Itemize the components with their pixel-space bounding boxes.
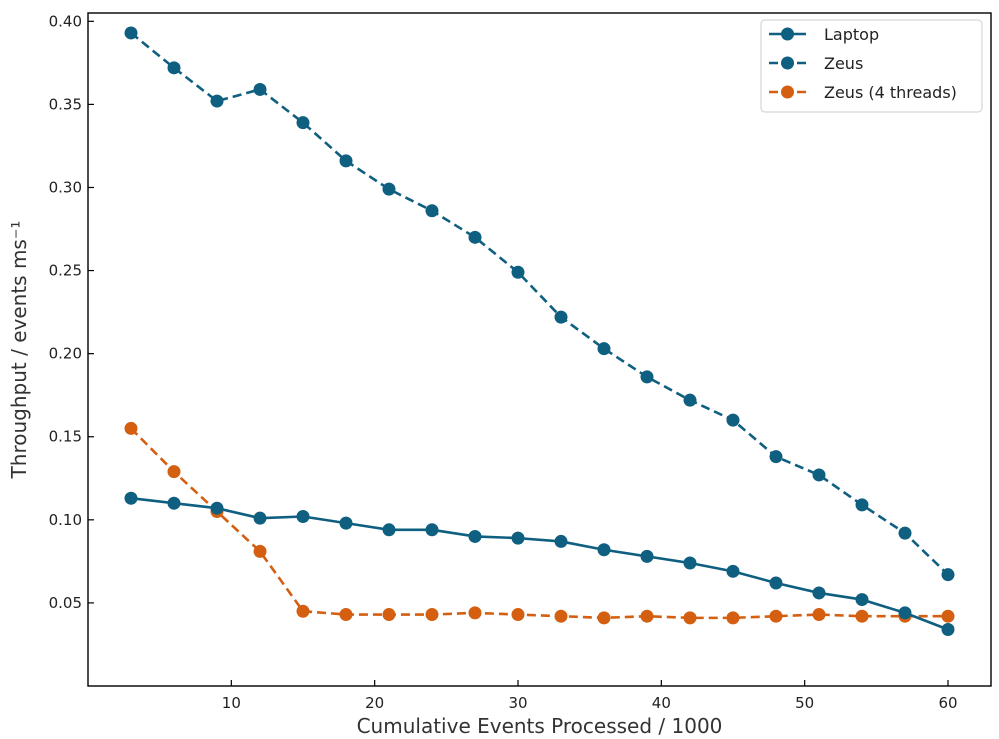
data-point-laptop	[210, 501, 224, 515]
data-point-zeus-4-threads	[941, 609, 955, 623]
y-tick-label: 0.35	[49, 95, 82, 113]
data-point-zeus	[296, 116, 310, 130]
legend-entry-laptop: Laptop	[769, 25, 879, 44]
data-point-zeus	[339, 154, 353, 168]
x-tick-label: 30	[508, 694, 527, 712]
data-point-zeus-4-threads	[597, 611, 611, 625]
legend-marker-zeus	[781, 56, 794, 70]
y-tick-label: 0.20	[49, 345, 82, 363]
data-point-laptop	[468, 529, 482, 543]
data-point-zeus	[124, 26, 138, 40]
data-point-laptop	[253, 511, 267, 525]
data-point-zeus	[812, 468, 826, 482]
data-point-zeus	[253, 82, 267, 96]
data-point-zeus-4-threads	[253, 544, 267, 558]
data-point-zeus	[769, 450, 783, 464]
data-point-zeus-4-threads	[511, 608, 525, 622]
x-tick-label: 10	[222, 694, 241, 712]
data-point-zeus-4-threads	[554, 609, 568, 623]
data-point-zeus	[468, 230, 482, 244]
legend: Laptop Zeus Zeus (4 threads)	[760, 19, 983, 113]
series-zeus	[124, 26, 955, 582]
data-point-laptop	[855, 593, 869, 607]
legend-entry-zeus-4-threads: Zeus (4 threads)	[769, 83, 957, 102]
data-point-laptop	[382, 523, 396, 537]
data-point-zeus-4-threads	[167, 465, 181, 479]
data-point-zeus	[167, 61, 181, 75]
y-tick-label: 0.10	[49, 511, 82, 529]
x-axis-ticks: 10 20 30 40 50 60	[222, 680, 958, 712]
legend-marker-zeus-4-threads	[781, 85, 794, 99]
data-point-zeus-4-threads	[812, 608, 826, 622]
x-tick-label: 20	[365, 694, 384, 712]
data-point-zeus	[941, 568, 955, 582]
x-tick-label: 60	[938, 694, 957, 712]
data-point-zeus	[425, 204, 439, 218]
data-point-laptop	[941, 623, 955, 637]
data-point-laptop	[124, 491, 138, 505]
data-point-zeus	[640, 370, 654, 384]
legend-label-laptop: Laptop	[824, 25, 879, 44]
y-tick-label: 0.30	[49, 178, 82, 196]
data-point-zeus-4-threads	[726, 611, 740, 625]
x-tick-label: 50	[795, 694, 814, 712]
data-point-zeus	[554, 310, 568, 324]
legend-label-zeus-4-threads: Zeus (4 threads)	[824, 83, 957, 102]
data-point-zeus	[855, 498, 869, 512]
data-point-zeus	[210, 94, 224, 108]
data-point-laptop	[339, 516, 353, 530]
data-point-zeus-4-threads	[425, 608, 439, 622]
legend-label-zeus: Zeus	[824, 54, 863, 73]
data-point-laptop	[425, 523, 439, 537]
data-point-laptop	[683, 556, 697, 570]
plot-area	[87, 12, 992, 687]
data-point-zeus-4-threads	[468, 606, 482, 620]
series-line-zeus	[130, 31, 949, 576]
data-point-zeus-4-threads	[339, 608, 353, 622]
x-axis-label: Cumulative Events Processed / 1000	[357, 714, 723, 738]
data-point-laptop	[640, 549, 654, 563]
data-point-zeus-4-threads	[124, 421, 138, 435]
data-point-zeus-4-threads	[683, 611, 697, 625]
data-point-laptop	[769, 576, 783, 590]
y-tick-label: 0.25	[49, 262, 82, 280]
y-tick-label: 0.40	[49, 12, 82, 30]
x-tick-label: 40	[652, 694, 671, 712]
legend-entry-zeus: Zeus	[769, 54, 863, 73]
data-point-zeus-4-threads	[855, 609, 869, 623]
data-point-zeus-4-threads	[640, 609, 654, 623]
data-point-laptop	[812, 586, 826, 600]
data-point-laptop	[296, 510, 310, 524]
data-point-laptop	[898, 606, 912, 620]
data-point-zeus-4-threads	[296, 604, 310, 618]
data-point-zeus-4-threads	[769, 609, 783, 623]
data-point-zeus	[898, 526, 912, 540]
series-line-zeus-4-threads	[130, 427, 948, 620]
data-point-laptop	[726, 564, 740, 578]
y-tick-label: 0.05	[49, 594, 82, 612]
series-layer	[124, 26, 955, 637]
data-point-laptop	[167, 496, 181, 510]
legend-marker-laptop	[781, 27, 794, 41]
data-point-laptop	[554, 534, 568, 548]
data-point-laptop	[597, 543, 611, 557]
legend-box	[760, 19, 983, 113]
y-axis-ticks: 0.05 0.10 0.15 0.20 0.25 0.30 0.35 0.40	[49, 12, 94, 612]
series-line-laptop	[130, 496, 949, 631]
data-point-zeus	[726, 413, 740, 427]
data-point-zeus-4-threads	[382, 608, 396, 622]
data-point-laptop	[511, 531, 525, 545]
data-point-zeus	[511, 265, 525, 279]
series-laptop	[124, 491, 955, 637]
y-tick-label: 0.15	[49, 428, 82, 446]
data-point-zeus	[382, 182, 396, 196]
y-axis-label: Throughput / events ms⁻¹	[7, 221, 31, 480]
data-point-zeus	[597, 342, 611, 356]
data-point-zeus	[683, 393, 697, 407]
